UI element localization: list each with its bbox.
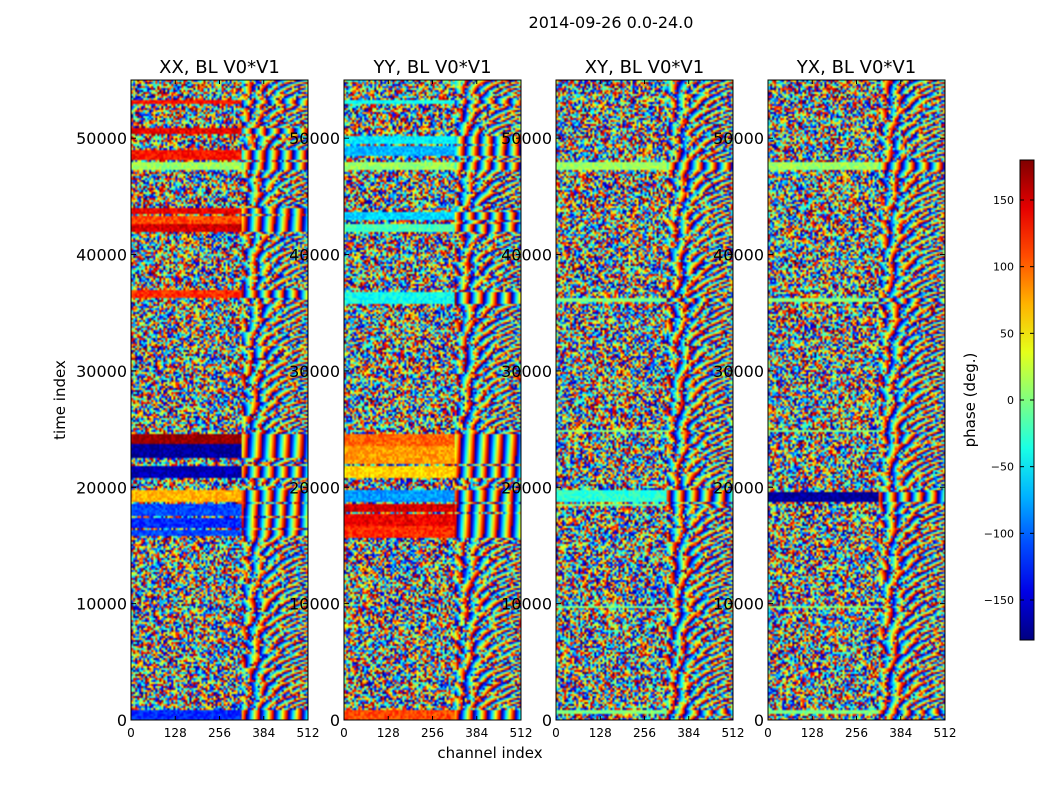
colorbar-tick-label: −100 — [984, 527, 1014, 540]
y-tick-label: 0 — [754, 711, 764, 730]
x-tick-label: 256 — [633, 726, 656, 740]
x-tick-label: 384 — [889, 726, 912, 740]
colorbar-tick-label: 50 — [1000, 327, 1014, 340]
y-tick-label: 40000 — [713, 246, 764, 265]
panels: XX, BL V0*V1 0 128 256 384 512 0 10000 20000 3000… — [76, 57, 956, 740]
x-tick-label: 128 — [164, 726, 187, 740]
y-tick-label: 0 — [542, 711, 552, 730]
x-tick-label: 512 — [934, 726, 957, 740]
y-tick-label: 20000 — [501, 478, 552, 497]
y-tick-label: 0 — [330, 711, 340, 730]
heatmap-image — [556, 80, 733, 720]
x-tick-label: 0 — [127, 726, 135, 740]
heatmap-image — [768, 80, 945, 720]
y-tick-label: 20000 — [76, 478, 127, 497]
heatmap-image — [131, 80, 308, 720]
x-tick-label: 0 — [340, 726, 348, 740]
x-tick-label: 128 — [377, 726, 400, 740]
y-tick-label: 20000 — [713, 478, 764, 497]
panel-2: YY, BL V0*V1 0 128 256 384 512 0 10000 20000 3000… — [289, 57, 532, 740]
colorbar: phase (deg.) 150 100 50 0 −50 −100 −150 — [961, 159, 1035, 641]
x-tick-label: 384 — [465, 726, 488, 740]
y-tick-label: 50000 — [76, 129, 127, 148]
x-tick-label: 384 — [252, 726, 275, 740]
panel-title: XY, BL V0*V1 — [585, 57, 704, 78]
x-tick-label: 128 — [589, 726, 612, 740]
x-tick-label: 128 — [801, 726, 824, 740]
colorbar-tick-label: 0 — [1007, 394, 1014, 407]
panel-3: XY, BL V0*V1 0 128 256 384 512 0 10000 20000 3000… — [501, 57, 744, 740]
panel-1: XX, BL V0*V1 0 128 256 384 512 0 10000 20000 3000… — [76, 57, 319, 740]
y-tick-label: 30000 — [713, 362, 764, 381]
y-axis-label: time index — [51, 360, 69, 440]
colorbar-tick-label: 100 — [993, 261, 1014, 274]
y-tick-label: 40000 — [501, 246, 552, 265]
colorbar-tick-label: −150 — [984, 594, 1014, 607]
colorbar-label: phase (deg.) — [961, 353, 979, 448]
y-tick-label: 50000 — [501, 129, 552, 148]
y-tick-label: 30000 — [501, 362, 552, 381]
y-tick-label: 40000 — [76, 246, 127, 265]
x-tick-label: 384 — [677, 726, 700, 740]
y-tick-label: 40000 — [289, 246, 340, 265]
x-axis-label: channel index — [437, 744, 542, 762]
y-tick-label: 10000 — [501, 595, 552, 614]
y-tick-label: 20000 — [289, 478, 340, 497]
y-tick-label: 30000 — [289, 362, 340, 381]
y-tick-label: 30000 — [76, 362, 127, 381]
x-tick-label: 256 — [421, 726, 444, 740]
x-tick-label: 512 — [510, 726, 533, 740]
y-tick-label: 10000 — [289, 595, 340, 614]
x-tick-label: 0 — [552, 726, 560, 740]
colorbar-tick-label: −50 — [991, 461, 1014, 474]
y-tick-label: 0 — [117, 711, 127, 730]
colorbar-tick-label: 150 — [993, 194, 1014, 207]
x-tick-label: 256 — [845, 726, 868, 740]
y-tick-label: 10000 — [76, 595, 127, 614]
figure-title: 2014-09-26 0.0-24.0 — [529, 13, 694, 32]
y-tick-label: 50000 — [713, 129, 764, 148]
y-tick-label: 50000 — [289, 129, 340, 148]
panel-title: YX, BL V0*V1 — [796, 57, 916, 78]
x-tick-label: 512 — [722, 726, 745, 740]
x-tick-label: 512 — [297, 726, 320, 740]
y-tick-label: 10000 — [713, 595, 764, 614]
heatmap-image — [344, 80, 521, 720]
x-tick-label: 0 — [764, 726, 772, 740]
panel-title: YY, BL V0*V1 — [372, 57, 491, 78]
x-tick-label: 256 — [208, 726, 231, 740]
panel-title: XX, BL V0*V1 — [159, 57, 280, 78]
panel-4: YX, BL V0*V1 0 128 256 384 512 0 10000 20000 3000… — [713, 57, 956, 740]
